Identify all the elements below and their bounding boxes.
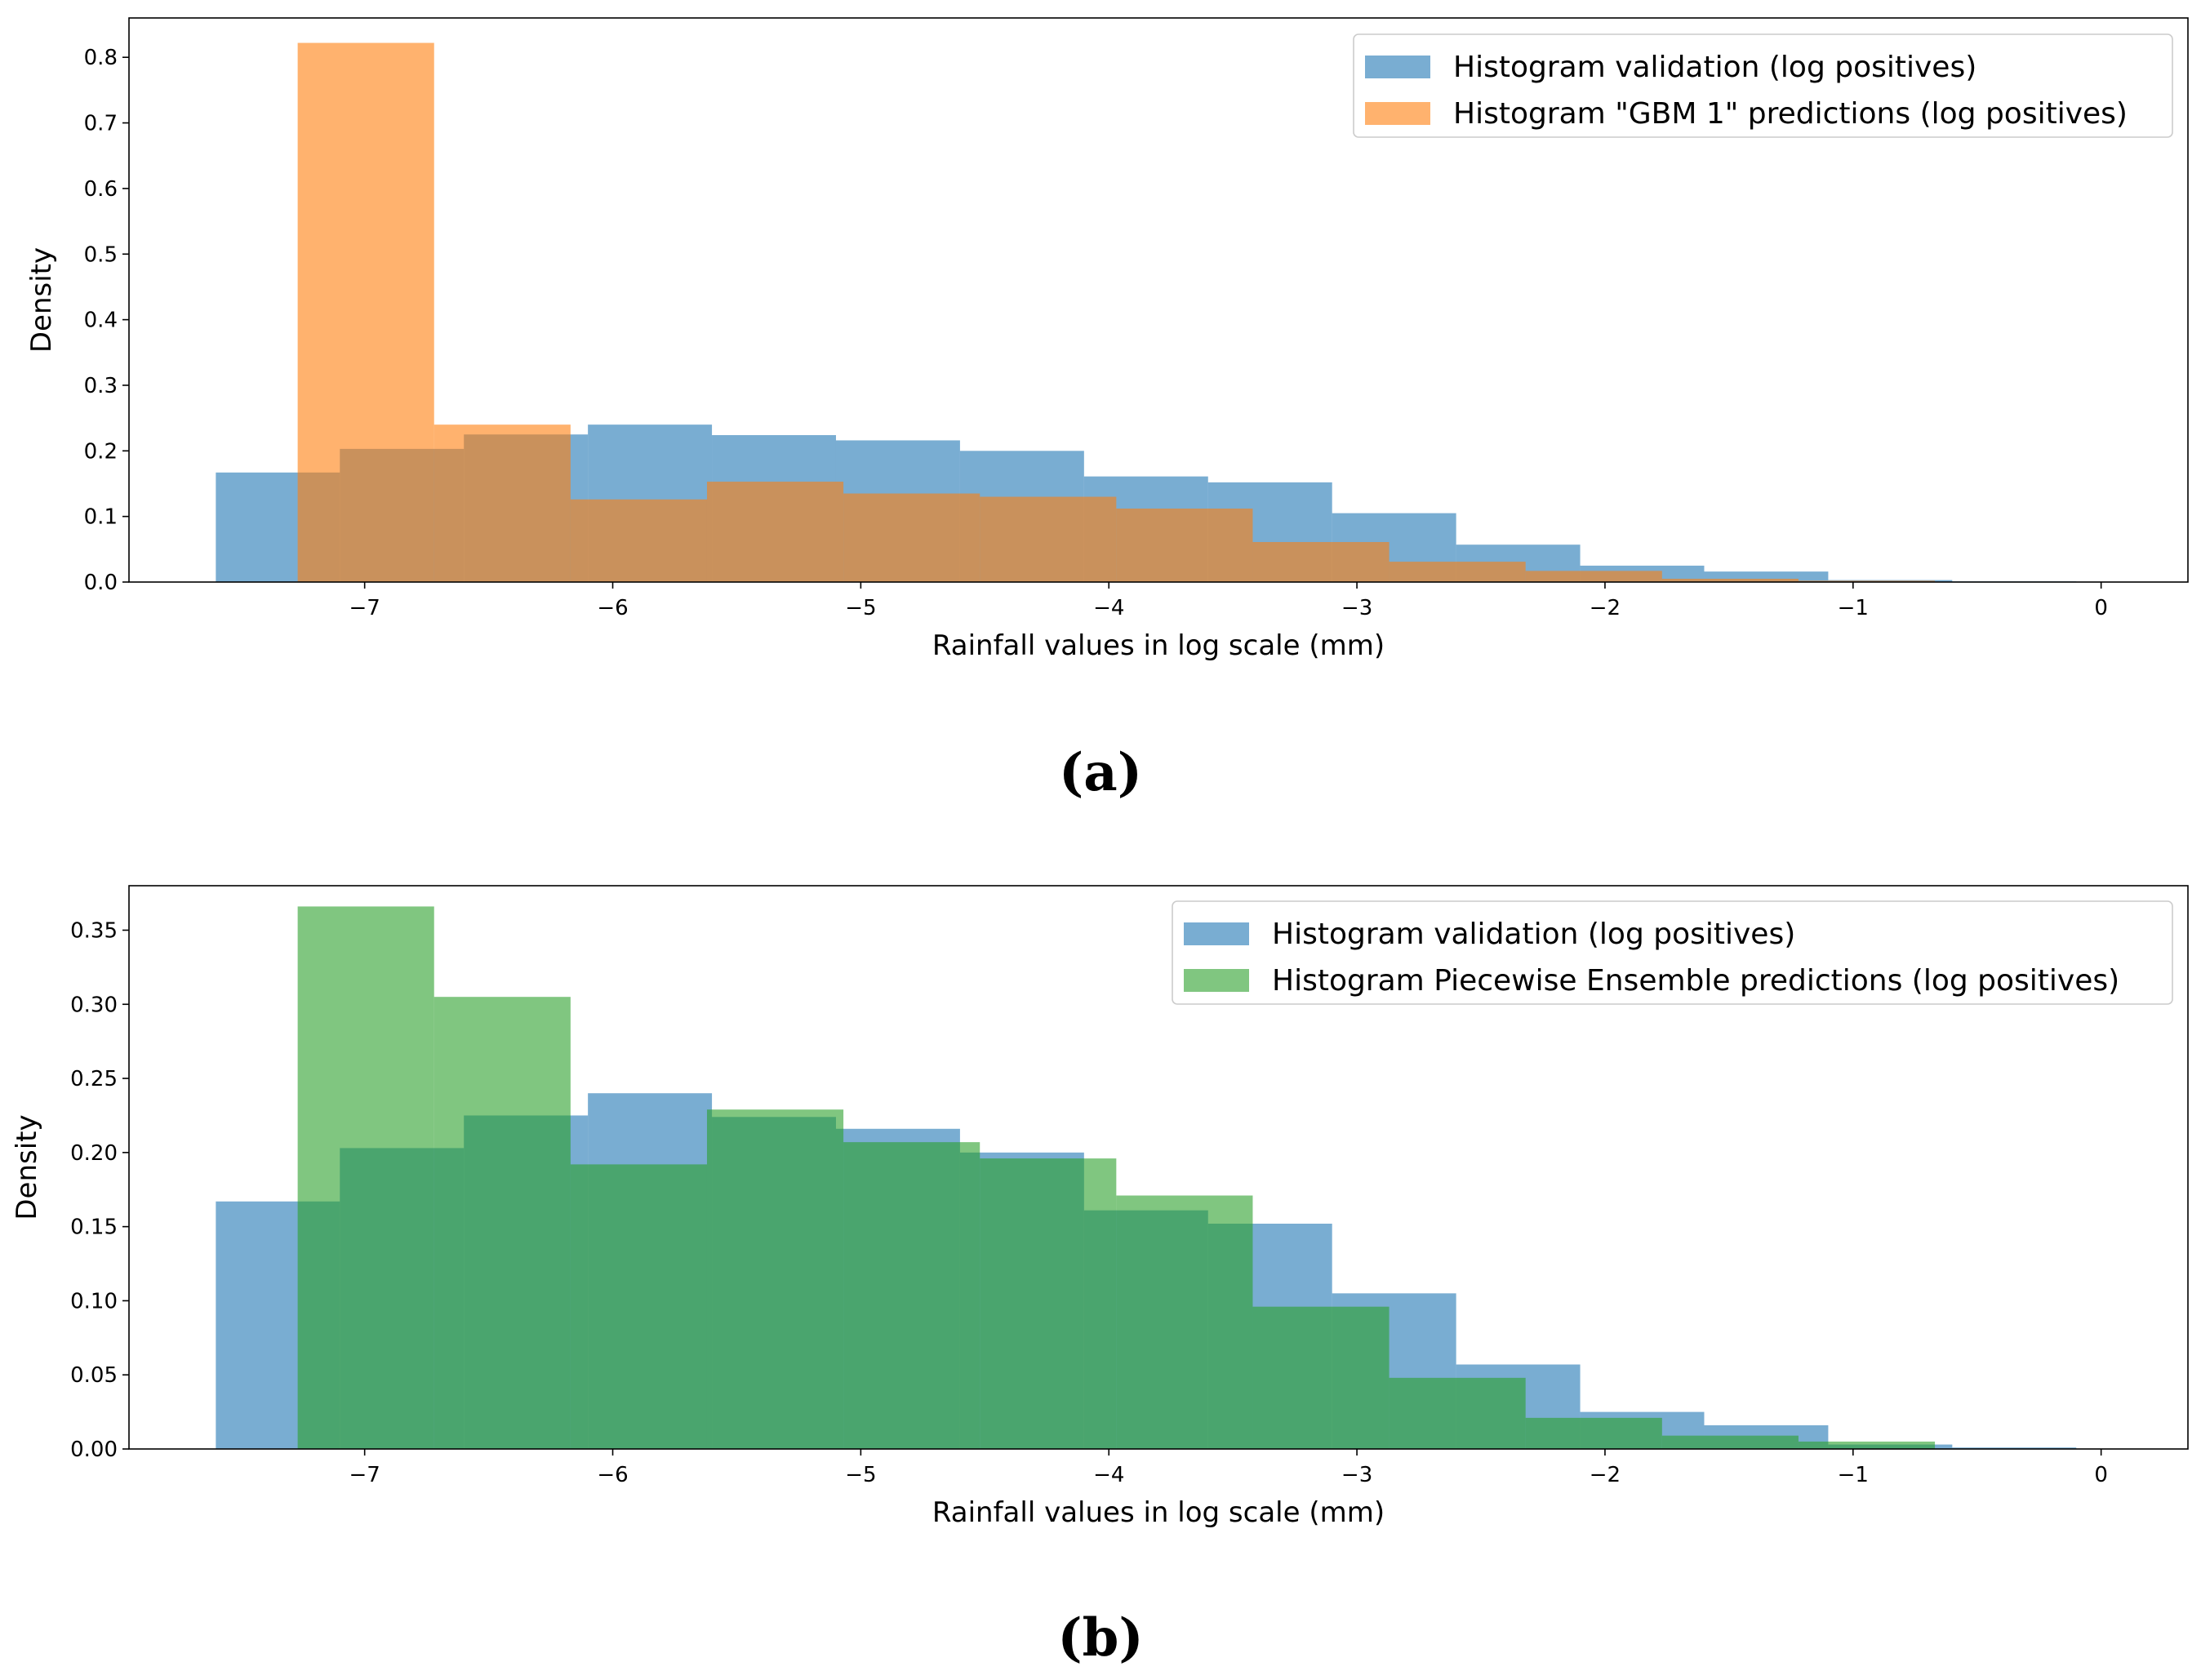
x-tick-label: −1	[1838, 1463, 1869, 1487]
y-tick-label: 0.8	[84, 46, 118, 70]
legend-swatch-1	[1365, 102, 1430, 125]
y-tick-label: 0.4	[84, 309, 118, 333]
histogram-bar	[1525, 1417, 1662, 1449]
x-tick-label: −7	[349, 596, 380, 620]
x-tick-label: −5	[845, 1463, 876, 1487]
histogram-bar	[980, 496, 1117, 582]
histogram-bar	[570, 1164, 707, 1449]
x-tick-label: −4	[1093, 596, 1124, 620]
legend-entry-1: Histogram "GBM 1" predictions (log posit…	[1453, 97, 2128, 131]
legend: Histogram validation (log positives) Hist…	[1353, 33, 2173, 138]
x-tick-label: 0	[2094, 596, 2108, 620]
y-tick-label: 0.3	[84, 374, 118, 398]
y-tick-label: 0.05	[70, 1363, 118, 1388]
y-tick-label: 0.15	[70, 1216, 118, 1240]
y-tick-label: 0.10	[70, 1289, 118, 1313]
panel-label: (b)	[1057, 1607, 1143, 1669]
histogram-bar	[1798, 580, 1936, 582]
histogram-bar	[434, 997, 571, 1449]
legend-entry-1: Histogram Piecewise Ensemble predictions…	[1272, 964, 2119, 998]
x-tick-label: −3	[1341, 1463, 1372, 1487]
y-tick-label: 0.6	[84, 177, 118, 202]
y-tick-label: 0.1	[84, 505, 118, 530]
legend-entry-0: Histogram validation (log positives)	[1453, 51, 1976, 84]
x-tick-label: 0	[2094, 1463, 2108, 1487]
y-tick-label: 0.20	[70, 1141, 118, 1166]
x-tick-label: −2	[1590, 596, 1621, 620]
legend-swatch-1	[1184, 969, 1249, 992]
histogram-bar	[843, 493, 980, 582]
histogram-bar	[1952, 1447, 2077, 1449]
histogram-bar	[1116, 509, 1253, 582]
histogram-bar	[1798, 1441, 1936, 1449]
legend: Histogram validation (log positives) Hist…	[1172, 900, 2173, 1005]
histogram-bar	[706, 482, 844, 582]
histogram-bar	[1389, 1377, 1526, 1449]
histogram-bar	[297, 42, 434, 583]
y-axis-label: Density	[25, 247, 58, 353]
histogram-bar	[1661, 578, 1799, 582]
histogram-bar	[297, 906, 434, 1449]
x-tick-label: −4	[1093, 1463, 1124, 1487]
y-tick-label: 0.30	[70, 993, 118, 1017]
series-1-bars	[297, 42, 1936, 583]
x-tick-label: −1	[1838, 596, 1869, 620]
histogram-bar	[980, 1158, 1117, 1449]
y-axis-label: Density	[11, 1114, 43, 1220]
histogram-bar	[1525, 571, 1662, 582]
histogram-bar	[1661, 1435, 1799, 1449]
plot-area-frame	[128, 885, 2189, 1450]
histogram-bar	[1252, 541, 1390, 582]
histogram-bar	[843, 1142, 980, 1449]
legend-swatch-0	[1365, 56, 1430, 78]
x-tick-label: −6	[597, 596, 628, 620]
y-tick-label: 0.0	[84, 571, 118, 595]
legend-swatch-0	[1184, 922, 1249, 945]
panel-a: −7 −6 −5 −4 −3 −2 −1 0 0.0 0.1 0.2 0.3 0.4 0.5 0.6 0.7 0…	[25, 17, 2189, 803]
y-tick-label: 0.35	[70, 918, 118, 943]
panel-b: −7 −6 −5 −4 −3 −2 −1 0 0.00 0.05 0.10 0.15 0.20 0.25 0…	[11, 885, 2189, 1669]
histogram-bar	[706, 1109, 844, 1449]
y-tick-label: 0.25	[70, 1067, 118, 1091]
histogram-bar	[570, 499, 707, 582]
x-axis-label: Rainfall values in log scale (mm)	[932, 629, 1385, 662]
x-tick-label: −2	[1590, 1463, 1621, 1487]
y-tick-label: 0.5	[84, 242, 118, 267]
histogram-bar	[434, 424, 571, 582]
series-1-bars	[297, 906, 1936, 1449]
legend-box	[1353, 33, 2173, 138]
histogram-bar	[1252, 1306, 1390, 1449]
plot-area-frame	[128, 17, 2189, 583]
panel-label: (a)	[1059, 742, 1142, 803]
x-tick-label: −5	[845, 596, 876, 620]
y-tick-label: 0.00	[70, 1438, 118, 1462]
legend-box	[1172, 900, 2173, 1005]
x-tick-label: −7	[349, 1463, 380, 1487]
histogram-bar	[1389, 562, 1526, 582]
y-tick-label: 0.7	[84, 112, 118, 136]
legend-entry-0: Histogram validation (log positives)	[1272, 918, 1795, 951]
y-tick-label: 0.2	[84, 439, 118, 464]
x-axis-label: Rainfall values in log scale (mm)	[932, 1496, 1385, 1529]
x-tick-label: −6	[597, 1463, 628, 1487]
x-tick-label: −3	[1341, 596, 1372, 620]
histogram-bar	[1116, 1195, 1253, 1449]
